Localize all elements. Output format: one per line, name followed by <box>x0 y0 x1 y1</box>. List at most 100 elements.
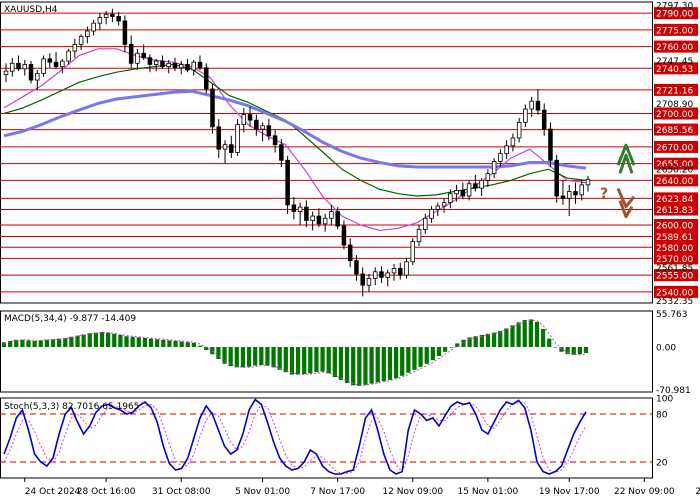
candle-body <box>122 20 128 45</box>
level-label-bg <box>654 107 698 120</box>
candle-body <box>41 58 46 74</box>
macd-bar <box>498 330 503 347</box>
macd-bar <box>1 342 7 347</box>
candle-body <box>160 60 165 68</box>
macd-bar <box>363 347 368 385</box>
macd-bar <box>302 347 307 374</box>
macd-bar <box>320 347 325 372</box>
macd-bar <box>14 339 19 347</box>
candle-body <box>448 193 453 204</box>
candle-body <box>247 114 253 121</box>
macd-bar <box>510 325 515 347</box>
candle-body <box>391 268 397 274</box>
level-label-bg <box>654 241 698 254</box>
stoch-tick-label: 100 <box>656 395 673 405</box>
macd-bar <box>583 347 589 353</box>
candle-body <box>166 62 171 68</box>
candle-body <box>560 195 566 199</box>
price-tick-label: 2708.90 <box>656 100 693 110</box>
macd-bar <box>344 347 350 383</box>
macd-bar <box>93 332 99 347</box>
macd-bar <box>528 319 533 347</box>
candle-body <box>272 135 278 146</box>
level-label-bg <box>654 218 698 231</box>
candle-body <box>216 126 222 150</box>
macd-bar <box>332 347 337 377</box>
candle-body <box>379 271 384 278</box>
level-label: 2640.00 <box>656 177 693 187</box>
level-label: 2700.00 <box>656 110 693 120</box>
x-tick-label: 19 Nov 17:00 <box>539 487 600 497</box>
level-label-bg <box>654 123 698 136</box>
level-label: 2589.61 <box>656 233 693 243</box>
candle-body <box>103 13 109 19</box>
macd-bar <box>210 347 215 355</box>
candle-body <box>172 62 178 69</box>
macd-bar <box>265 347 270 366</box>
level-label: 2670.00 <box>656 143 693 153</box>
level-label-bg <box>654 285 698 298</box>
macd-tick-label: 55.763 <box>656 310 688 320</box>
macd-bar <box>130 336 135 347</box>
candle-body <box>491 161 497 175</box>
candle-body <box>485 173 491 181</box>
macd-bar <box>393 347 399 379</box>
macd-bar <box>148 338 154 347</box>
x-tick-label: 27 Nov 01:00 <box>695 487 700 497</box>
candle-body <box>66 50 71 62</box>
macd-bar <box>204 347 209 350</box>
macd-bar <box>308 347 313 374</box>
candle-body <box>541 109 547 130</box>
macd-bar <box>504 328 509 347</box>
level-label-bg <box>654 140 698 153</box>
macd-bar <box>50 339 56 347</box>
level-label-bg <box>654 174 698 187</box>
candle-body <box>398 268 403 276</box>
macd-bar <box>540 329 546 347</box>
candle-body <box>498 153 503 162</box>
stoch-signal-line <box>3 402 587 474</box>
candle-body <box>423 217 428 230</box>
macd-bar <box>412 347 417 370</box>
macd-bar <box>565 347 570 355</box>
macd-bar <box>191 342 197 347</box>
macd-bar <box>112 333 117 347</box>
macd-bar <box>118 335 123 347</box>
candle-body <box>178 64 184 69</box>
candle-body <box>16 62 21 70</box>
macd-bar <box>467 337 472 347</box>
macd-bar <box>124 336 129 347</box>
candle-body <box>116 16 121 22</box>
level-label-bg <box>654 83 698 96</box>
candle-body <box>579 184 584 196</box>
candle-body <box>197 61 203 69</box>
candle-body <box>28 64 34 81</box>
x-tick-label: 31 Oct 08:00 <box>152 487 211 497</box>
candle-body <box>141 52 146 59</box>
level-label-bg <box>654 62 698 75</box>
level-label: 2790.00 <box>656 10 693 20</box>
stoch-main-line <box>3 398 587 475</box>
macd-bar <box>516 322 521 347</box>
macd-bar <box>461 339 466 347</box>
macd-bar <box>81 334 86 347</box>
macd-bar <box>406 347 411 373</box>
macd-bar <box>326 347 331 374</box>
macd-bar <box>32 341 37 347</box>
x-tick-label: 22 Nov 09:00 <box>614 487 675 497</box>
candle-body <box>410 241 416 263</box>
candle-body <box>3 70 9 75</box>
macd-bar <box>314 347 319 373</box>
level-label-bg <box>654 252 698 265</box>
candle-body <box>285 159 290 206</box>
macd-bar <box>57 338 62 347</box>
macd-bar <box>430 347 435 361</box>
axis-layer: 2790.00 2775.00 2760.00 2740.53 2721.16 2700.… <box>24 2 700 497</box>
candle-body <box>204 67 209 90</box>
macd-bar <box>197 345 203 347</box>
macd-bar <box>289 347 295 375</box>
price-tick-label: 2532.35 <box>656 297 693 307</box>
candle-body <box>429 208 434 219</box>
macd-bar <box>522 320 527 347</box>
candle-body <box>573 191 578 196</box>
